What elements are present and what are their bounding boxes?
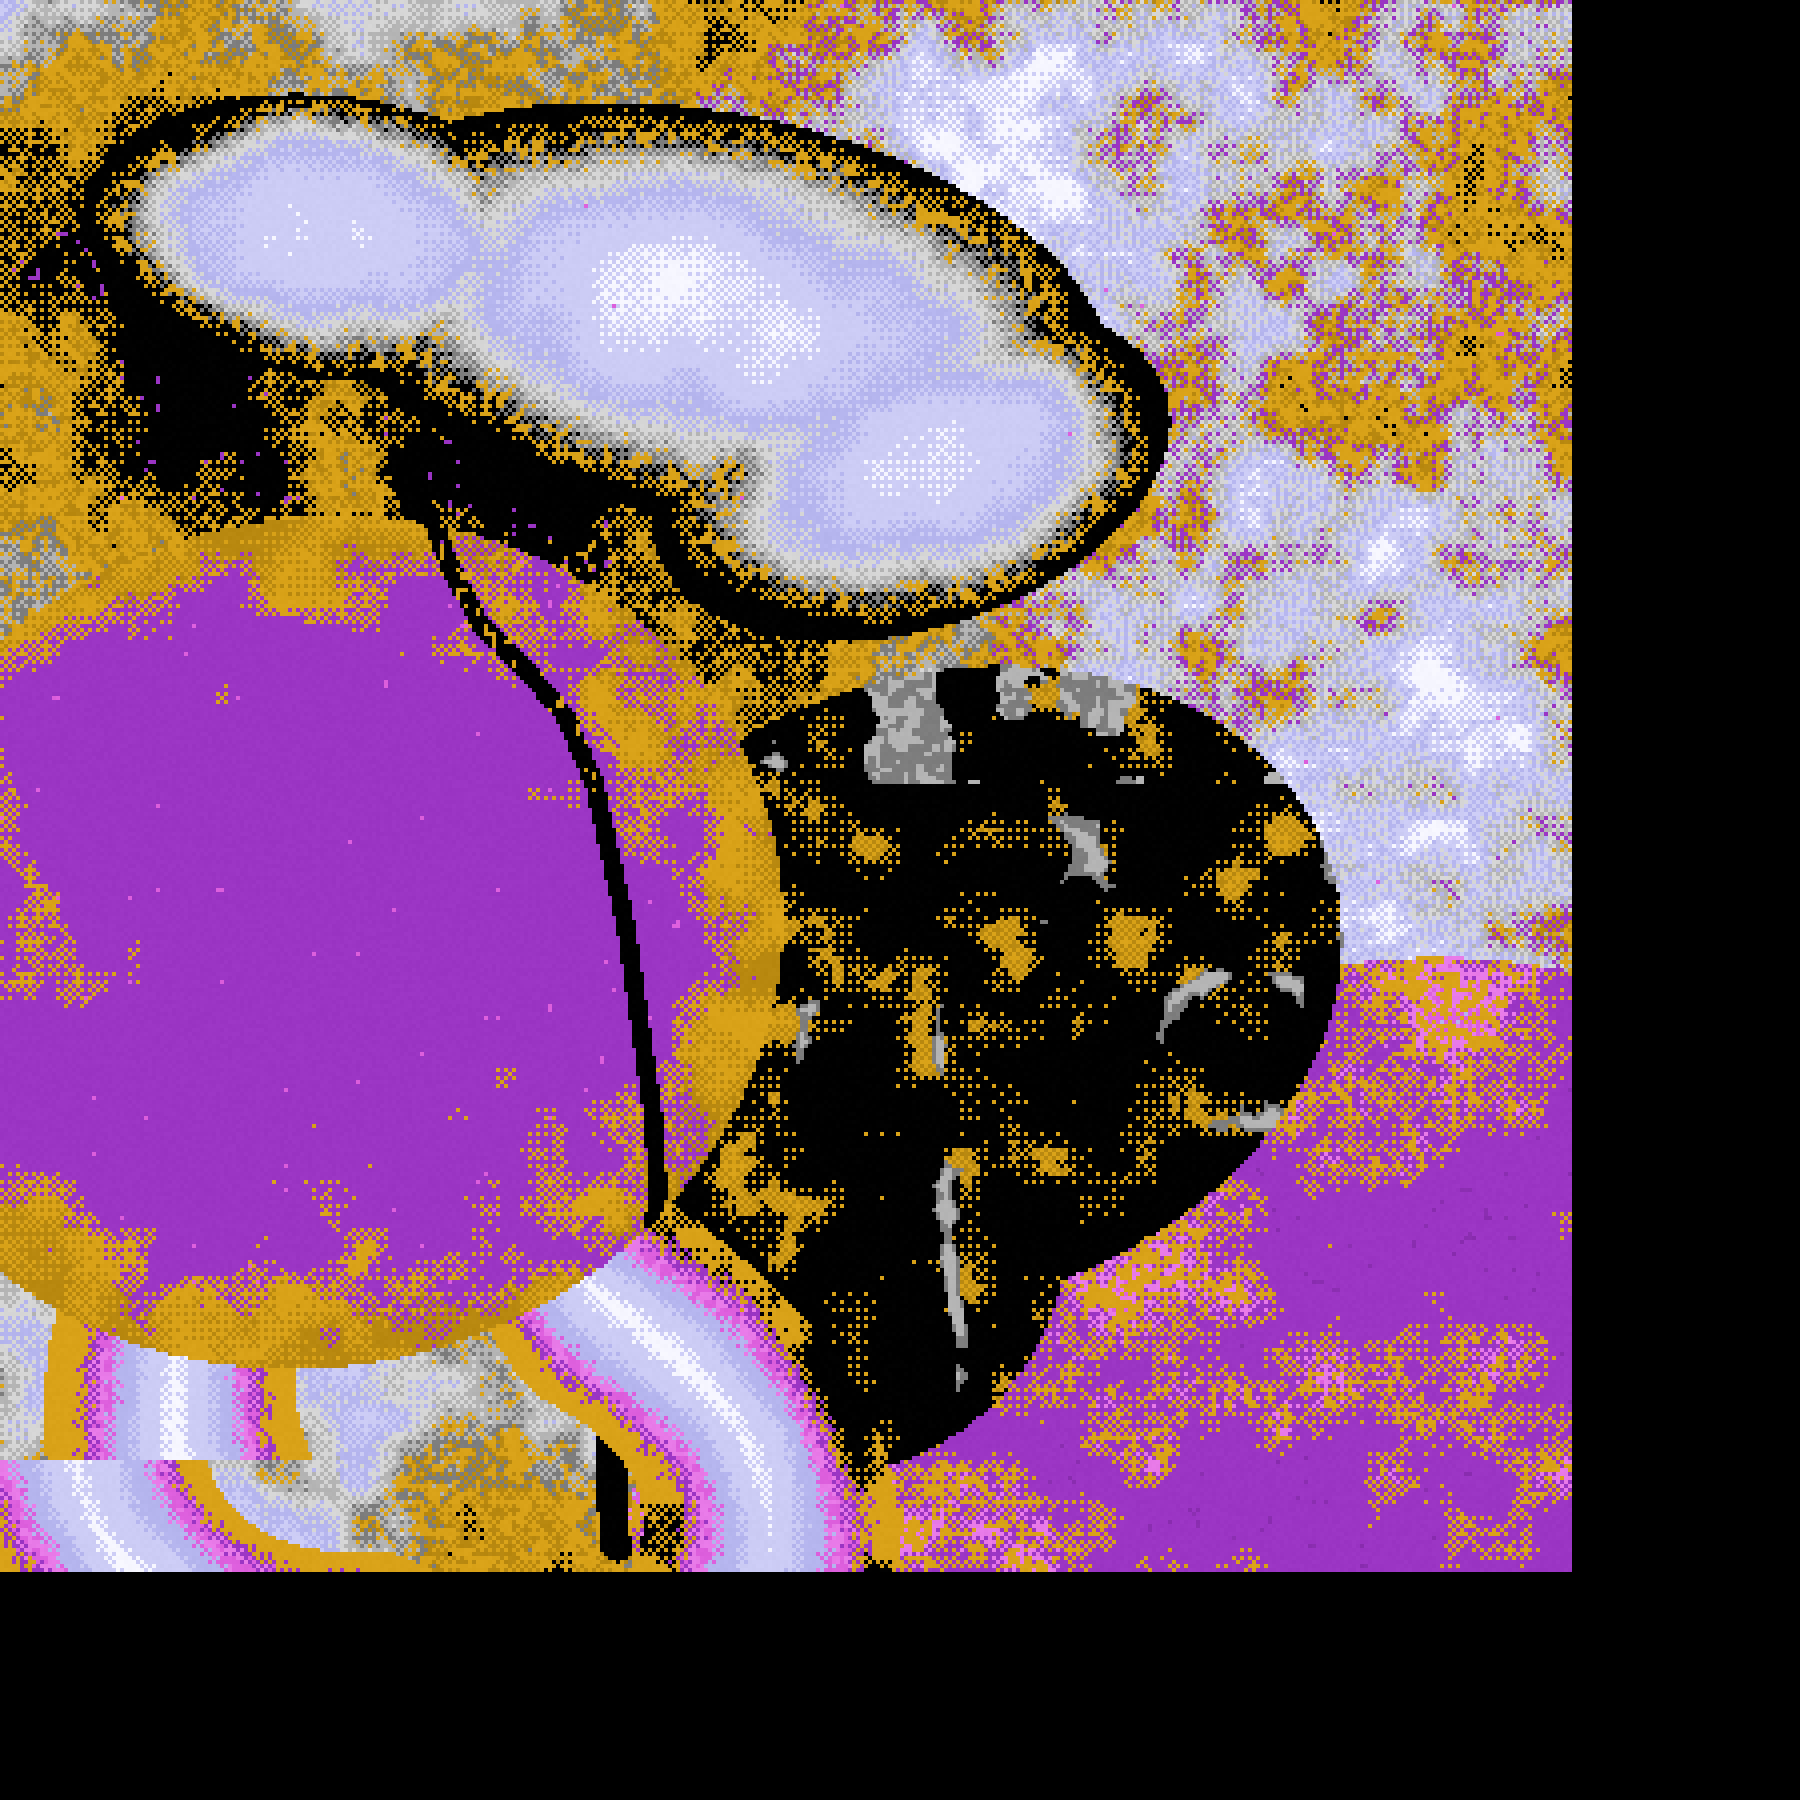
- false-color-satellite-image: [0, 0, 1800, 1800]
- satellite-image-viewport: [0, 0, 1800, 1800]
